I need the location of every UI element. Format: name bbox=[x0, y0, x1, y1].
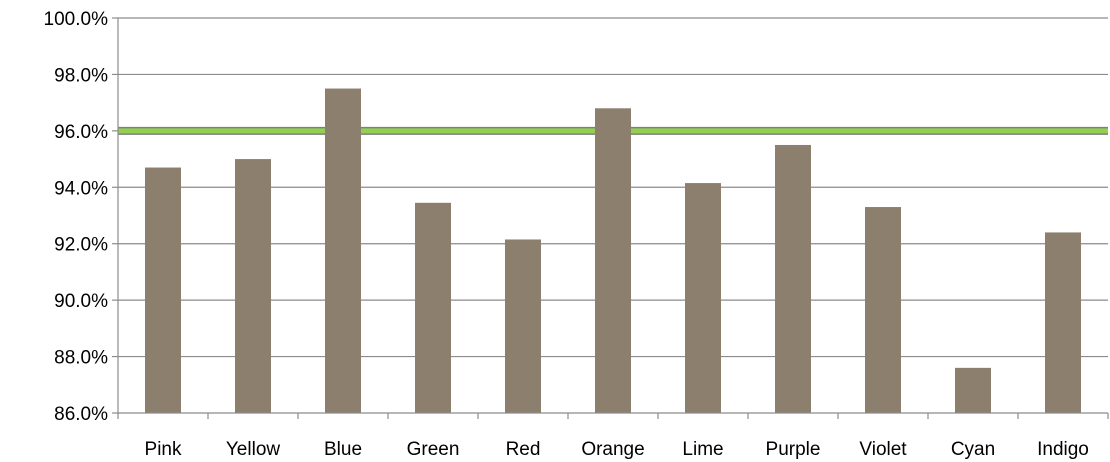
bar-green bbox=[415, 202, 451, 413]
bar-purple bbox=[775, 144, 811, 413]
y-tick-label: 92.0% bbox=[54, 235, 108, 256]
y-tick-label: 96.0% bbox=[54, 122, 108, 143]
y-tick-label: 86.0% bbox=[54, 404, 108, 425]
bar-cyan bbox=[955, 367, 991, 413]
bar-red bbox=[505, 239, 541, 413]
bar-pink bbox=[145, 167, 181, 413]
x-category-label: Indigo bbox=[1037, 439, 1089, 460]
x-category-label: Green bbox=[407, 439, 460, 460]
x-category-label: Pink bbox=[145, 439, 182, 460]
x-axis-category-labels: Pink Yellow Blue Green Red Orange Lime Purple Vi… bbox=[145, 439, 1089, 460]
bar-lime bbox=[685, 183, 721, 413]
y-tick-label: 94.0% bbox=[54, 178, 108, 199]
bars bbox=[145, 88, 1081, 414]
y-tick-label: 90.0% bbox=[54, 291, 108, 312]
x-category-label: Red bbox=[506, 439, 541, 460]
bar-indigo bbox=[1045, 232, 1081, 413]
bar-violet bbox=[865, 207, 901, 413]
x-category-label: Purple bbox=[766, 439, 821, 460]
axes bbox=[117, 18, 1109, 419]
x-category-label: Lime bbox=[682, 439, 723, 460]
y-axis-tick-labels: 86.0% 88.0% 90.0% 92.0% 94.0% 96.0% 98.0% 100.0… bbox=[44, 9, 109, 425]
x-category-label: Orange bbox=[581, 439, 644, 460]
bar-yellow bbox=[235, 159, 271, 413]
x-category-label: Cyan bbox=[951, 439, 995, 460]
x-category-label: Yellow bbox=[226, 439, 281, 460]
x-category-label: Violet bbox=[859, 439, 907, 460]
y-tick-label: 88.0% bbox=[54, 348, 108, 369]
x-category-label: Blue bbox=[324, 439, 362, 460]
bar-blue bbox=[325, 88, 361, 414]
bar-orange bbox=[595, 108, 631, 414]
y-tick-label: 98.0% bbox=[54, 65, 108, 86]
y-tick-label: 100.0% bbox=[44, 9, 109, 30]
